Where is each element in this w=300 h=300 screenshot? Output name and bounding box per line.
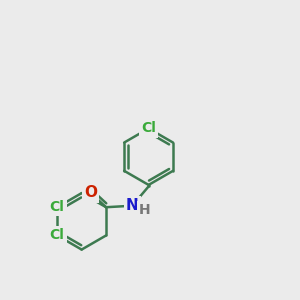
Text: H: H	[139, 203, 151, 217]
Text: O: O	[84, 185, 97, 200]
Text: Cl: Cl	[141, 122, 156, 136]
Text: Cl: Cl	[50, 229, 64, 242]
Text: N: N	[126, 198, 139, 213]
Text: Cl: Cl	[50, 200, 64, 214]
